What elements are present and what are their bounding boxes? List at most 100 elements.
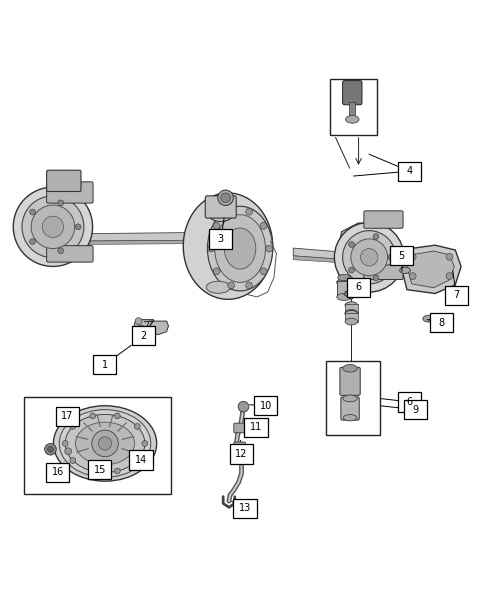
Polygon shape — [49, 233, 186, 241]
Text: 17: 17 — [61, 411, 74, 421]
Circle shape — [137, 325, 144, 332]
Text: 10: 10 — [259, 401, 271, 411]
FancyBboxPatch shape — [340, 397, 359, 420]
Circle shape — [245, 282, 252, 289]
Circle shape — [245, 209, 252, 215]
Circle shape — [265, 245, 272, 252]
FancyBboxPatch shape — [429, 313, 453, 332]
Bar — [336, 282, 350, 297]
FancyBboxPatch shape — [389, 246, 412, 266]
Ellipse shape — [206, 201, 234, 221]
Ellipse shape — [342, 395, 357, 402]
FancyBboxPatch shape — [363, 265, 402, 280]
Circle shape — [213, 223, 220, 229]
Ellipse shape — [206, 199, 230, 211]
Circle shape — [98, 437, 111, 450]
FancyBboxPatch shape — [46, 170, 81, 191]
Ellipse shape — [207, 206, 272, 291]
Circle shape — [30, 239, 35, 244]
Text: 6: 6 — [355, 282, 361, 292]
Circle shape — [142, 441, 148, 446]
FancyBboxPatch shape — [88, 460, 111, 479]
Circle shape — [348, 267, 354, 273]
FancyBboxPatch shape — [229, 445, 253, 464]
Circle shape — [75, 224, 81, 230]
Ellipse shape — [183, 193, 272, 299]
Ellipse shape — [342, 365, 357, 372]
Circle shape — [387, 254, 393, 260]
Circle shape — [30, 209, 35, 215]
Circle shape — [90, 413, 95, 419]
Polygon shape — [19, 198, 87, 260]
Ellipse shape — [336, 279, 350, 286]
Circle shape — [13, 187, 92, 266]
Ellipse shape — [214, 215, 265, 282]
FancyBboxPatch shape — [46, 182, 93, 203]
Polygon shape — [406, 251, 454, 288]
Ellipse shape — [344, 309, 357, 316]
Bar — [344, 304, 357, 313]
Circle shape — [207, 245, 214, 252]
Ellipse shape — [344, 302, 357, 309]
Text: 9: 9 — [412, 405, 418, 415]
Ellipse shape — [343, 415, 356, 421]
Bar — [348, 102, 354, 120]
Circle shape — [22, 196, 84, 258]
Ellipse shape — [76, 422, 134, 465]
FancyBboxPatch shape — [56, 406, 79, 426]
Text: 2: 2 — [140, 330, 146, 340]
Circle shape — [136, 331, 143, 337]
Circle shape — [134, 423, 140, 429]
Ellipse shape — [336, 293, 350, 300]
Circle shape — [62, 441, 68, 446]
Ellipse shape — [224, 228, 255, 269]
Circle shape — [372, 275, 378, 281]
Circle shape — [47, 446, 53, 452]
Text: 3: 3 — [217, 234, 223, 244]
Text: 8: 8 — [438, 317, 444, 327]
FancyBboxPatch shape — [46, 463, 69, 482]
FancyBboxPatch shape — [233, 498, 256, 518]
Circle shape — [31, 205, 75, 249]
Text: 12: 12 — [235, 449, 247, 459]
FancyBboxPatch shape — [209, 229, 232, 249]
Ellipse shape — [337, 274, 349, 281]
Text: 13: 13 — [238, 503, 251, 513]
Text: 6: 6 — [406, 397, 411, 407]
Circle shape — [217, 190, 233, 206]
Polygon shape — [293, 248, 346, 260]
Circle shape — [350, 239, 387, 276]
Polygon shape — [400, 245, 460, 293]
Ellipse shape — [345, 115, 358, 123]
FancyBboxPatch shape — [233, 442, 245, 451]
Ellipse shape — [399, 267, 409, 273]
Circle shape — [259, 223, 266, 229]
Circle shape — [360, 249, 377, 266]
Circle shape — [227, 209, 234, 215]
FancyBboxPatch shape — [254, 396, 277, 415]
Circle shape — [333, 223, 403, 292]
Circle shape — [42, 216, 63, 237]
Ellipse shape — [344, 318, 357, 325]
Bar — [325, 361, 379, 435]
Circle shape — [70, 458, 76, 464]
FancyBboxPatch shape — [244, 418, 267, 437]
Polygon shape — [293, 256, 346, 263]
Circle shape — [445, 253, 452, 260]
FancyBboxPatch shape — [46, 246, 93, 262]
Circle shape — [114, 468, 120, 474]
Bar — [344, 313, 357, 322]
Circle shape — [134, 458, 140, 464]
Polygon shape — [49, 240, 186, 244]
Circle shape — [213, 268, 220, 274]
Bar — [329, 80, 376, 135]
Circle shape — [90, 468, 95, 474]
Ellipse shape — [65, 415, 145, 472]
Circle shape — [220, 193, 230, 203]
Text: 1: 1 — [102, 360, 107, 370]
Polygon shape — [336, 223, 398, 282]
Circle shape — [70, 423, 76, 429]
FancyBboxPatch shape — [93, 355, 116, 374]
Ellipse shape — [422, 315, 434, 322]
Polygon shape — [147, 321, 168, 335]
